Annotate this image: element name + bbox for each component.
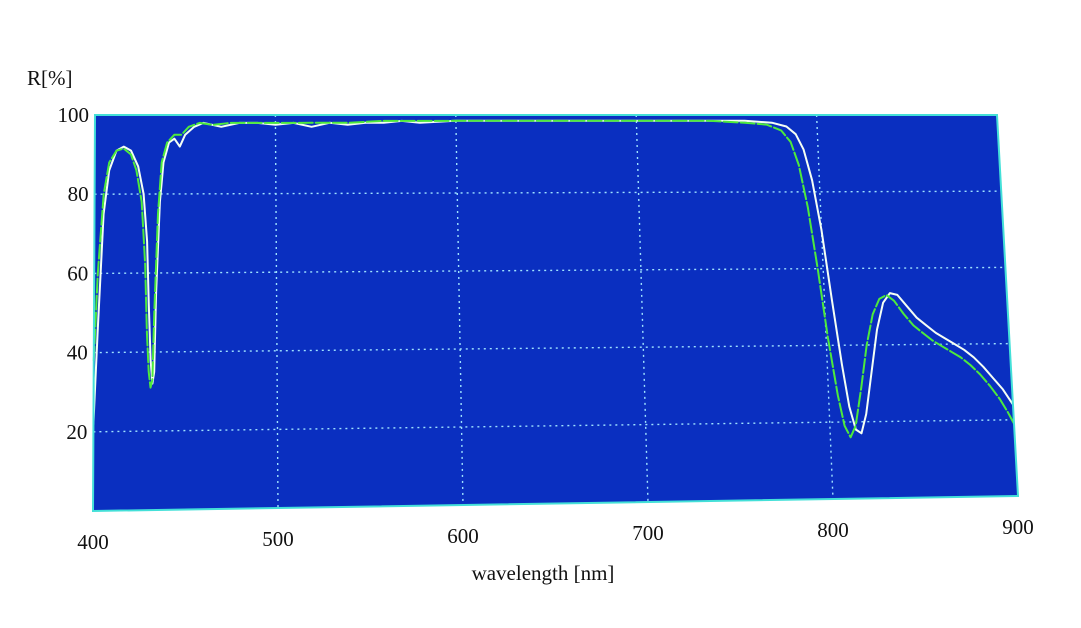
y-tick-label: 100 — [58, 103, 90, 127]
grid-line-x-600 — [455, 114, 464, 506]
y-tick-label: 60 — [67, 261, 88, 285]
grid-line-y-80 — [94, 190, 1002, 195]
y-tick-label: 80 — [68, 182, 89, 206]
x-tick-label: 800 — [817, 518, 849, 542]
y-axis-label: R[%] — [27, 66, 73, 90]
y-tick-labels: 100 80 60 40 20 — [58, 103, 90, 444]
grid-line-x-800 — [815, 114, 834, 500]
y-tick-label: 20 — [66, 420, 87, 444]
series-line-2 — [92, 119, 1015, 439]
x-tick-label: 500 — [262, 527, 294, 551]
x-tick-labels: 400 500 600 700 800 900 — [77, 515, 1034, 554]
plot-frame — [91, 114, 1020, 513]
series-layer — [92, 119, 1015, 439]
plot-background — [93, 115, 1018, 511]
x-tick-label: 600 — [447, 524, 479, 548]
grid-lines — [93, 114, 1014, 509]
y-tick-label: 40 — [67, 341, 88, 365]
plot-area — [91, 114, 1020, 513]
x-tick-label: 900 — [1002, 515, 1034, 539]
grid-line-y-60 — [94, 266, 1006, 275]
grid-line-x-700 — [635, 114, 649, 503]
x-tick-label: 400 — [77, 530, 109, 554]
x-tick-label: 700 — [632, 521, 664, 545]
grid-line-y-40 — [93, 342, 1010, 354]
x-axis-label: wavelength [nm] — [472, 561, 615, 585]
